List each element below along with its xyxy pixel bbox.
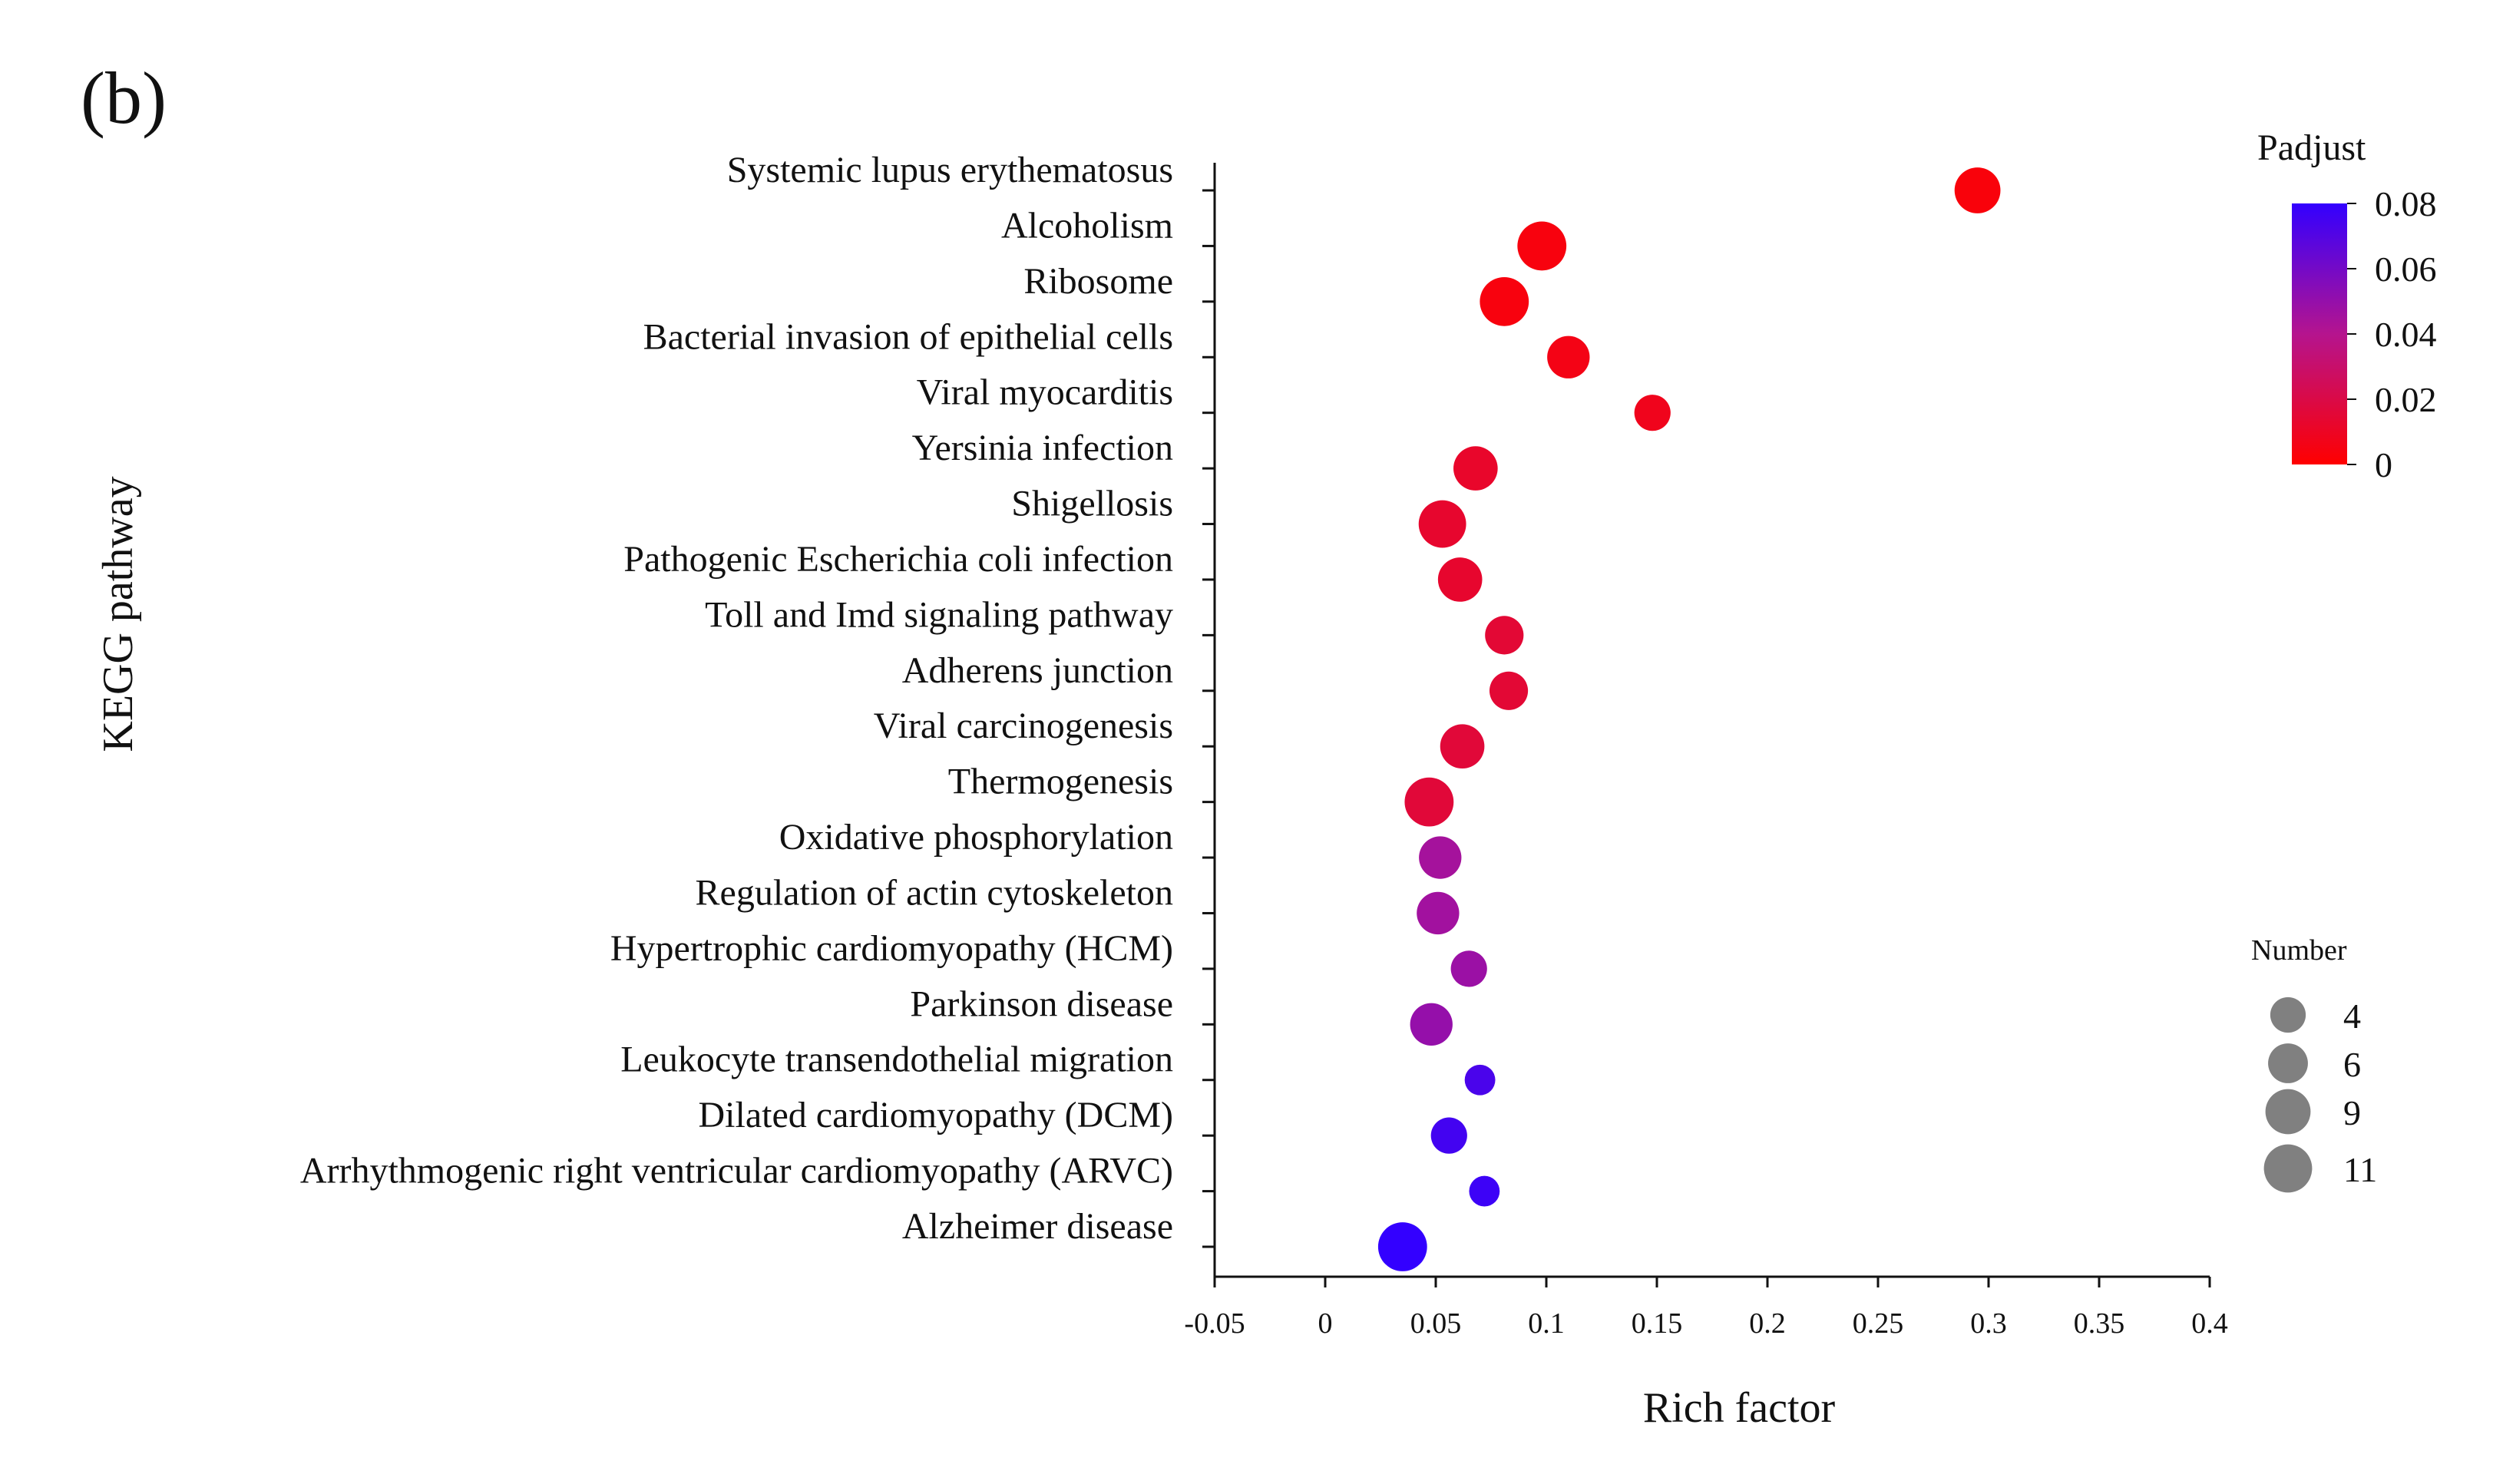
color-legend-bar [2292,203,2347,464]
data-point [1417,891,1460,935]
pathway-label: Regulation of actin cytoskeleton [696,872,1174,913]
data-point [1547,335,1590,378]
x-tick-label: 0.25 [1853,1307,1904,1340]
pathway-label: Viral carcinogenesis [874,706,1173,746]
x-tick-label: -0.05 [1184,1307,1245,1340]
data-point [1464,1064,1496,1096]
color-legend: Padjust 0 0.02 0.04 0.06 0.08 [2257,127,2437,484]
size-legend-circle [2270,996,2306,1033]
size-legend-circle [2263,1144,2313,1193]
color-legend-ticks: 0 0.02 0.04 0.06 0.08 [2347,184,2437,484]
pathway-label: Leukocyte transendothelial migration [620,1039,1173,1080]
pathway-label: Oxidative phosphorylation [779,817,1173,858]
x-tick-label: 0.3 [1970,1307,2007,1340]
color-legend-tick-label: 0.06 [2375,250,2437,289]
plot-area: -0.05 0 0.05 0.1 0.15 0.2 0.25 0.3 0.35 0.4 System… [300,150,2228,1340]
data-point [1437,557,1483,602]
color-legend-tick-label: 0.02 [2375,380,2437,419]
x-tick-label: 0.4 [2191,1307,2228,1340]
pathway-label: Alcoholism [1001,205,1173,246]
x-tick-label: 0.05 [1410,1307,1462,1340]
color-legend-title: Padjust [2257,127,2366,168]
data-point [1430,1117,1467,1154]
pathway-label: Pathogenic Escherichia coli infection [623,539,1173,580]
pathway-label: Viral myocarditis [917,372,1173,413]
pathway-label: Thermogenesis [948,762,1173,802]
pathway-label: Parkinson disease [910,983,1173,1024]
y-axis-title: KEGG pathway [94,476,142,752]
y-axis-title-text: KEGG pathway [94,476,142,752]
data-point [1418,500,1466,548]
pathway-label: Arrhythmogenic right ventricular cardiom… [300,1151,1173,1191]
x-tick-label: 0.15 [1632,1307,1683,1340]
pathway-label: Hypertrophic cardiomyopathy (HCM) [610,928,1173,969]
panel-label: (b) [81,57,167,139]
x-tick-label: 0.1 [1528,1307,1565,1340]
size-legend-circle [2265,1089,2311,1135]
pathway-label: Adherens junction [902,650,1173,691]
data-point [1404,777,1454,827]
pathway-label: Alzheimer disease [902,1206,1173,1247]
data-point [1634,395,1671,431]
size-legend-title: Number [2251,934,2347,967]
data-point [1453,446,1498,491]
size-legend-label: 4 [2343,996,2361,1036]
x-tick-label: 0.2 [1749,1307,1786,1340]
data-point [1440,724,1485,769]
pathway-label: Ribosome [1023,261,1173,302]
size-legend-circle [2268,1043,2308,1083]
pathway-label: Toll and Imd signaling pathway [705,594,1173,635]
color-legend-tick-label: 0.04 [2375,315,2437,354]
data-point [1954,167,2001,213]
data-point [1485,616,1524,655]
data-point [1480,276,1529,326]
color-legend-tick-label: 0 [2375,445,2392,484]
color-legend-tick-label: 0.08 [2375,184,2437,223]
data-point [1410,1003,1453,1046]
size-legend-label: 6 [2343,1045,2361,1084]
data-point [1469,1175,1500,1207]
data-point [1489,671,1529,710]
size-legend-label: 11 [2343,1150,2377,1189]
size-legend-items: 4 6 9 11 [2263,996,2377,1193]
data-point [1419,836,1462,879]
size-legend: Number 4 6 9 11 [2251,934,2377,1193]
x-axis-title: Rich factor [1643,1384,1836,1432]
pathway-label: Bacterial invasion of epithelial cells [643,316,1173,357]
pathway-label: Dilated cardiomyopathy (DCM) [698,1095,1173,1135]
size-legend-label: 9 [2343,1093,2361,1132]
data-point [1377,1222,1427,1271]
x-tick-label: 0.35 [2074,1307,2125,1340]
data-point [1450,950,1487,987]
x-tick-label: 0 [1318,1307,1333,1340]
pathway-label: Shigellosis [1011,484,1173,524]
pathway-label: Systemic lupus erythematosus [727,150,1173,190]
pathway-label: Yersinia infection [912,428,1173,468]
data-point [1517,221,1567,271]
